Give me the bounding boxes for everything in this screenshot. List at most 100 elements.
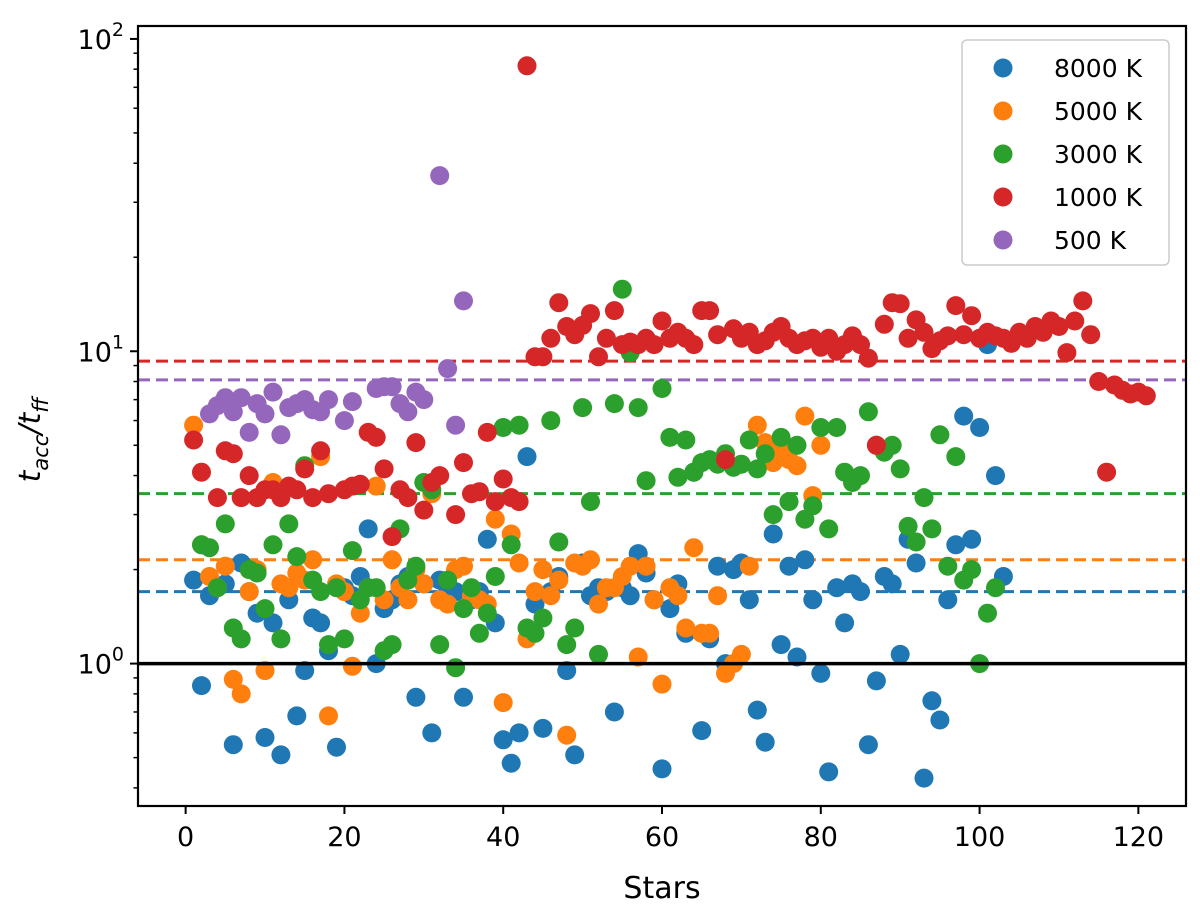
series-4 [200,166,473,445]
legend-label: 500 K [1054,226,1127,255]
data-point [986,578,1005,598]
data-point [890,294,910,314]
data-point [350,474,370,494]
data-point [311,441,331,461]
data-point [676,618,696,638]
data-point [438,570,458,590]
data-point [398,590,418,610]
data-point [898,328,918,348]
data-point [620,586,640,606]
data-point [565,618,585,638]
y-axis-label: tacc/tff [13,395,53,483]
data-point [1136,386,1156,406]
data-point [922,519,942,539]
data-point [1065,311,1085,331]
data-point [263,535,283,555]
data-point [581,492,600,512]
data-point [628,647,648,667]
data-point [581,550,600,570]
y-axis-ticks: 100 101 102 [78,19,138,789]
data-point [207,578,227,598]
data-point [739,430,759,450]
data-point [541,586,561,606]
data-point [493,730,513,750]
data-point [858,348,878,368]
y-tick-label: 101 [78,331,124,368]
data-point [454,556,473,576]
data-point [493,469,513,489]
legend-item-2: 3000 K [993,140,1143,169]
data-point [493,418,513,437]
data-point [184,570,204,590]
data-point [1081,325,1101,345]
data-point [215,556,235,576]
data-point [811,663,831,683]
x-tick-label: 60 [645,822,679,853]
data-point [946,447,966,467]
data-point [835,613,855,633]
data-point [255,728,275,747]
data-point [231,629,251,649]
data-point [922,691,942,711]
legend-item-1: 5000 K [993,97,1143,126]
data-point [334,629,354,649]
data-point [1073,291,1093,311]
data-point [620,556,640,576]
data-point [541,328,561,348]
data-point [311,582,331,602]
data-point [866,435,886,455]
data-point [366,476,386,496]
data-point [652,759,672,779]
y-axis-label-sub1: acc [29,434,53,470]
x-axis-ticks: 0 20 40 60 80 100 120 [177,806,1164,853]
data-point [866,671,886,691]
data-point [231,488,251,508]
data-point [215,514,235,534]
data-point [739,590,759,610]
data-point [358,519,378,539]
data-point [684,335,704,355]
data-point [938,326,958,346]
data-point [755,444,775,464]
data-point [223,444,243,464]
data-point [731,454,751,474]
data-point [930,425,950,445]
data-point [1057,343,1077,363]
data-point [914,322,934,342]
data-point [382,527,402,547]
data-point [342,392,362,412]
data-point [549,570,569,590]
data-point [414,500,434,520]
data-point [454,453,473,473]
data-point [311,613,331,633]
data-point [533,560,553,580]
data-point [652,674,672,694]
data-point [509,492,529,512]
data-point [755,732,775,752]
data-point [207,488,227,508]
legend-item-4: 500 K [993,226,1127,255]
data-point [319,484,338,504]
data-point [239,466,259,486]
data-point [263,382,283,402]
data-point [676,430,696,450]
data-point [787,647,807,667]
data-point [938,590,958,610]
data-point [660,427,680,447]
data-point [446,658,466,678]
data-point [493,693,513,713]
x-axis-label: Stars [623,871,700,906]
data-point [890,644,910,664]
data-point [827,578,847,598]
y-tick-label: 102 [78,19,124,56]
data-point [589,644,608,664]
data-point [485,492,505,512]
data-point [739,556,759,576]
series-3 [184,56,1156,547]
data-point [986,466,1005,486]
data-point [398,570,418,590]
data-point [406,433,426,453]
data-point [438,594,458,614]
data-point [962,529,982,549]
data-point [398,402,418,422]
